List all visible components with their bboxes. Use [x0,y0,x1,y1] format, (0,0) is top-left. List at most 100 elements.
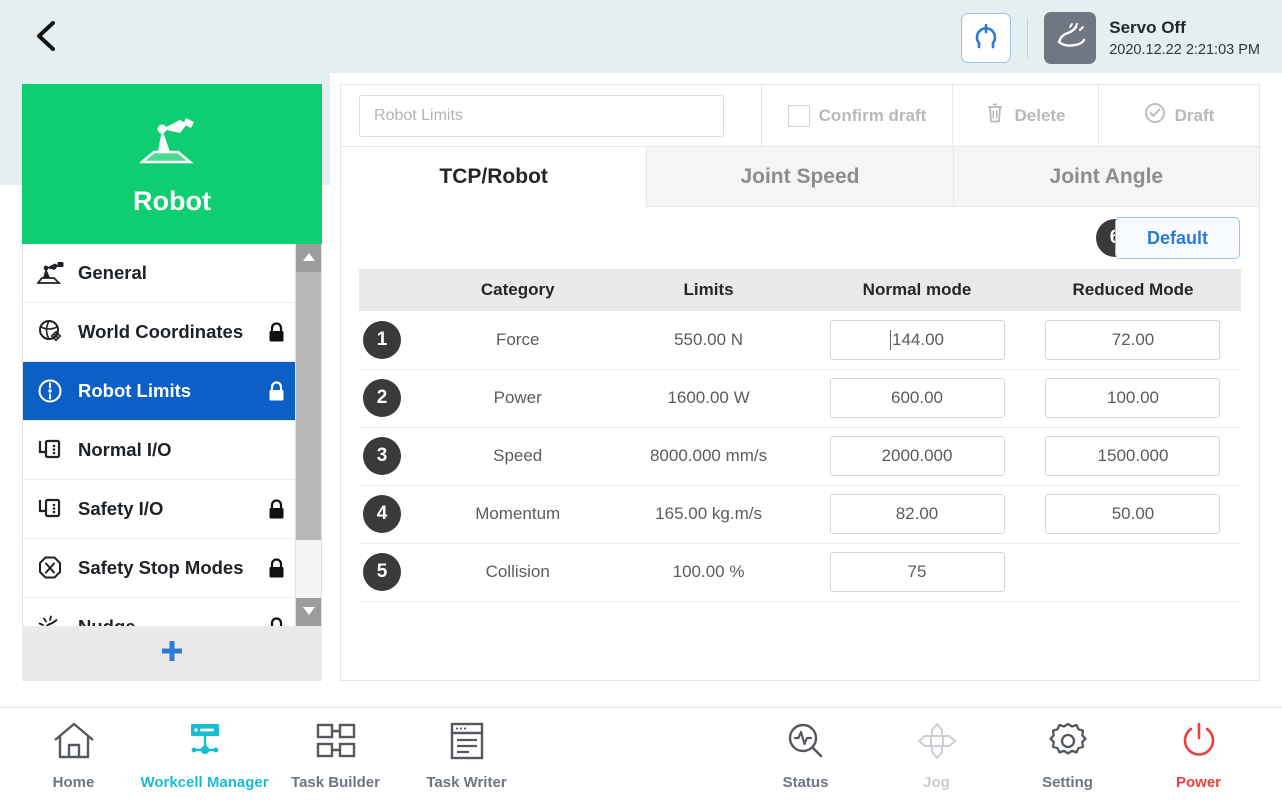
nav-jog[interactable]: Jog [871,708,1002,803]
sidebar-item-general[interactable]: General [23,244,297,303]
robot-reset-button[interactable] [961,13,1012,63]
default-button[interactable]: Default [1115,217,1240,259]
task-builder-icon [313,720,359,767]
step-badge-1: 1 [363,320,401,359]
default-row: 6 Default [359,207,1241,269]
row-limits: 8000.000 mm/s [608,427,810,486]
io-port-icon [37,495,65,523]
add-item-button[interactable] [22,626,322,681]
nav-power[interactable]: Power [1133,708,1264,803]
hand-nudge-icon [37,613,65,626]
panel-body: 6 Default Category Limits Normal mode Re… [341,207,1259,602]
tab-joint-speed[interactable]: Joint Speed [647,147,954,207]
tab-joint-angle[interactable]: Joint Angle [953,147,1259,207]
sidebar-item-normal-io[interactable]: Normal I/O [23,421,297,480]
sidebar-item-safety-io[interactable]: Safety I/O [23,480,297,539]
back-button[interactable] [22,12,70,60]
draft-button[interactable]: Draft [1099,85,1259,147]
row-reduced-cell [1024,543,1241,602]
sidebar-robot-header[interactable]: Robot [22,84,322,244]
gear-icon [1045,720,1091,767]
scroll-up-button[interactable] [296,244,321,272]
row-category: Speed [427,427,609,486]
step-badge-5: 5 [363,553,401,591]
step-badge-4: 4 [363,495,401,533]
reduced-mode-input[interactable]: 50.00 [1045,494,1221,534]
row-normal-cell: 144.00 [809,311,1025,370]
nav-task-builder-label: Task Builder [291,774,380,791]
bottom-nav-left: Home Workcell Manager [8,708,532,803]
jog-arrows-icon [914,720,960,767]
nav-workcell-manager[interactable]: Workcell Manager [139,708,270,803]
delete-button[interactable]: Delete [953,85,1098,147]
robot-limits-table: Category Limits Normal mode Reduced Mode… [359,269,1241,602]
table-row: 4 Momentum 165.00 kg.m/s 82.00 50.00 [359,485,1241,544]
row-limits: 100.00 % [608,543,810,602]
stop-octagon-icon [37,554,65,582]
normal-mode-input[interactable]: 600.00 [829,378,1005,418]
sidebar: Robot General [22,84,322,681]
tab-tcp-robot[interactable]: TCP/Robot [341,147,648,207]
sidebar-item-label: Robot Limits [78,380,192,401]
home-icon [51,720,97,767]
nav-setting-label: Setting [1042,774,1093,791]
nav-task-builder[interactable]: Task Builder [270,708,401,803]
row-limits: 550.00 N [608,311,810,370]
th-category: Category [427,269,609,311]
reduced-mode-input[interactable]: 100.00 [1045,378,1221,418]
normal-mode-value: 144.00 [892,329,944,349]
sidebar-item-nudge[interactable]: Nudge [23,598,297,626]
table-row: 1 Force 550.00 N 144.00 72.00 [359,311,1241,370]
step-badge-2: 2 [363,379,401,417]
divider [952,84,953,147]
row-badge-cell: 2 [359,369,428,428]
normal-mode-input[interactable]: 144.00 [829,319,1005,360]
reduced-mode-input[interactable]: 1500.000 [1045,436,1221,476]
sidebar-scrollbar[interactable] [295,244,321,626]
confirm-draft-checkbox[interactable]: Confirm draft [762,85,952,147]
check-circle-icon [1144,102,1166,129]
servo-status-title: Servo Off [1109,18,1186,38]
row-limits: 165.00 kg.m/s [608,485,810,544]
row-reduced-cell: 50.00 [1024,485,1241,544]
sidebar-item-label: World Coordinates [78,321,244,342]
servo-status-text: Servo Off 2020.12.22 2:21:03 PM [1109,17,1260,58]
sidebar-menu-list: General World Coordinates [23,244,297,626]
row-normal-cell: 75 [809,543,1025,602]
divider [1027,18,1029,58]
nav-power-label: Power [1175,774,1221,791]
scroll-down-button[interactable] [296,598,321,626]
sidebar-item-safety-stop-modes[interactable]: Safety Stop Modes [23,539,297,598]
sidebar-item-label: Safety I/O [78,498,164,519]
robot-reset-icon [971,21,1001,56]
io-port-icon [37,436,65,464]
normal-mode-input[interactable]: 75 [829,552,1005,592]
table-row: 2 Power 1600.00 W 600.00 100.00 [359,369,1241,428]
limits-circle-icon [37,377,65,405]
nav-home[interactable]: Home [8,708,139,803]
scrollbar-thumb[interactable] [296,272,321,540]
table-row: 3 Speed 8000.000 mm/s 2000.000 1500.000 [359,427,1241,486]
nav-status[interactable]: Status [740,708,871,803]
servo-status-icon-box [1044,12,1097,64]
reduced-mode-input[interactable]: 72.00 [1045,319,1221,360]
row-category: Force [427,311,609,370]
lock-icon [268,616,285,626]
table-row: 5 Collision 100.00 % 75 [359,543,1241,602]
normal-mode-input[interactable]: 2000.000 [829,436,1005,476]
lock-icon [268,380,285,402]
workcell-node-icon [182,720,228,767]
nav-task-writer[interactable]: Task Writer [401,708,532,803]
task-writer-icon [444,720,490,767]
sidebar-item-robot-limits[interactable]: Robot Limits [23,362,297,421]
sidebar-item-label: Nudge [78,616,255,626]
nav-setting[interactable]: Setting [1002,708,1133,803]
th-reduced-mode: Reduced Mode [1024,269,1241,311]
limit-name-input[interactable] [359,94,724,137]
confirm-draft-label: Confirm draft [818,105,927,125]
normal-mode-input[interactable]: 82.00 [829,494,1005,534]
row-category: Power [427,369,609,428]
sidebar-item-world-coordinates[interactable]: World Coordinates [23,303,297,362]
draft-label: Draft [1174,105,1215,125]
